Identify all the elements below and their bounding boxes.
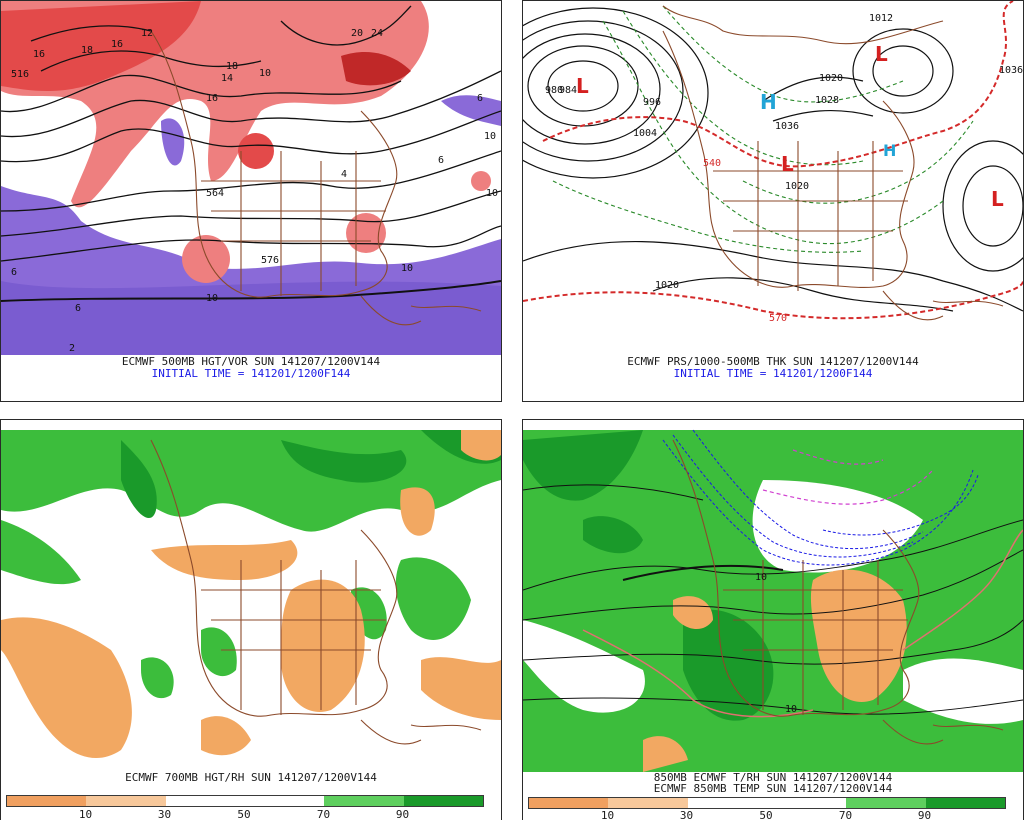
svg-text:10: 10 — [755, 572, 767, 583]
rh-colorbar — [528, 797, 1006, 809]
svg-text:6: 6 — [477, 93, 483, 104]
svg-text:996: 996 — [643, 97, 661, 108]
panel-700mb-hgt-rh: ECMWF 700MB HGT/RH SUN 141207/1200V144 1… — [0, 419, 502, 821]
low-center: L — [991, 187, 1004, 211]
svg-text:1020: 1020 — [655, 280, 679, 291]
svg-text:576: 576 — [261, 255, 279, 266]
high-center: H — [883, 141, 896, 160]
initial-time: INITIAL TIME = 141201/1200F144 — [673, 367, 873, 380]
svg-text:10: 10 — [484, 131, 496, 142]
svg-text:12: 12 — [141, 28, 153, 39]
thickness-540-line — [542, 1, 1014, 168]
vort-max-southwest — [182, 235, 230, 283]
svg-text:980: 980 — [545, 85, 563, 96]
initial-time: INITIAL TIME = 141201/1200F144 — [151, 367, 351, 380]
svg-text:570: 570 — [769, 313, 787, 324]
svg-text:10: 10 — [401, 263, 413, 274]
svg-text:516: 516 — [11, 69, 29, 80]
panel-caption: ECMWF 700MB HGT/RH SUN 141207/1200V144 — [125, 771, 377, 784]
rh-colorbar — [6, 795, 484, 807]
svg-text:10: 10 — [785, 704, 797, 715]
svg-text:10: 10 — [206, 293, 218, 304]
svg-text:10: 10 — [259, 68, 271, 79]
svg-text:1028: 1028 — [815, 95, 839, 106]
rh-colorbar-ticks: 10 30 50 70 90 — [78, 808, 410, 821]
panel-caption: ECMWF PRS/1000-500MB THK SUN 141207/1200… — [627, 355, 919, 368]
high-center: H — [760, 90, 777, 114]
svg-text:18: 18 — [226, 61, 238, 72]
panel-500mb-hgt-vor: 16 18 16 12 10 14 16 18 20 24 10 6 10 6 … — [0, 0, 502, 402]
svg-text:1012: 1012 — [869, 13, 893, 24]
rh-700-map — [1, 420, 501, 772]
svg-text:4: 4 — [341, 169, 347, 180]
neg-vorticity-strip — [1, 281, 501, 355]
svg-text:16: 16 — [111, 39, 123, 50]
panel-caption-line2: ECMWF 850MB TEMP SUN 141207/1200V144 — [653, 782, 893, 795]
svg-text:564: 564 — [206, 188, 224, 199]
vorticity-map: 16 18 16 12 10 14 16 18 20 24 10 6 10 6 … — [1, 1, 501, 355]
svg-text:18: 18 — [81, 45, 93, 56]
contour-label: 16 — [33, 49, 45, 60]
svg-text:1004: 1004 — [633, 128, 657, 139]
svg-text:6: 6 — [438, 155, 444, 166]
svg-text:16: 16 — [206, 93, 218, 104]
svg-text:14: 14 — [221, 73, 233, 84]
svg-text:1036: 1036 — [775, 121, 799, 132]
low-center: L — [875, 42, 888, 66]
rh-colorbar-ticks: 10 30 50 70 90 — [600, 809, 932, 822]
svg-text:6: 6 — [11, 267, 17, 278]
svg-text:1020: 1020 — [819, 73, 843, 84]
thickness-570-line — [523, 280, 1023, 320]
svg-text:24: 24 — [371, 28, 383, 39]
svg-text:1020: 1020 — [785, 181, 809, 192]
svg-text:6: 6 — [75, 303, 81, 314]
low-center: L — [781, 152, 794, 176]
t-rh-850-map: 10 10 — [523, 420, 1023, 772]
svg-text:2: 2 — [69, 343, 75, 354]
svg-text:1036: 1036 — [999, 65, 1023, 76]
panel-caption: 850MB ECMWF T/RH SUN 141207/1200V144 — [653, 771, 893, 784]
pressure-thickness-map: H H L L L L 1012 1036 1020 1028 1036 102… — [523, 1, 1023, 355]
panel-caption: ECMWF 500MB HGT/VOR SUN 141207/1200V144 — [121, 355, 381, 368]
svg-text:540: 540 — [703, 158, 721, 169]
panel-850mb-t-rh: 10 10 850MB ECMWF T/RH SUN 141207/1200V1… — [522, 419, 1024, 822]
low-center: L — [576, 74, 589, 98]
svg-text:10: 10 — [486, 188, 498, 199]
svg-text:20: 20 — [351, 28, 363, 39]
panel-prs-thickness: H H L L L L 1012 1036 1020 1028 1036 102… — [522, 0, 1024, 402]
svg-text:984: 984 — [559, 85, 577, 96]
